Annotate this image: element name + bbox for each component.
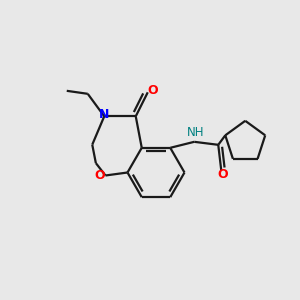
Text: O: O <box>147 84 158 97</box>
Text: N: N <box>99 108 110 121</box>
Text: NH: NH <box>187 126 205 139</box>
Text: O: O <box>94 169 105 182</box>
Text: O: O <box>218 168 228 181</box>
